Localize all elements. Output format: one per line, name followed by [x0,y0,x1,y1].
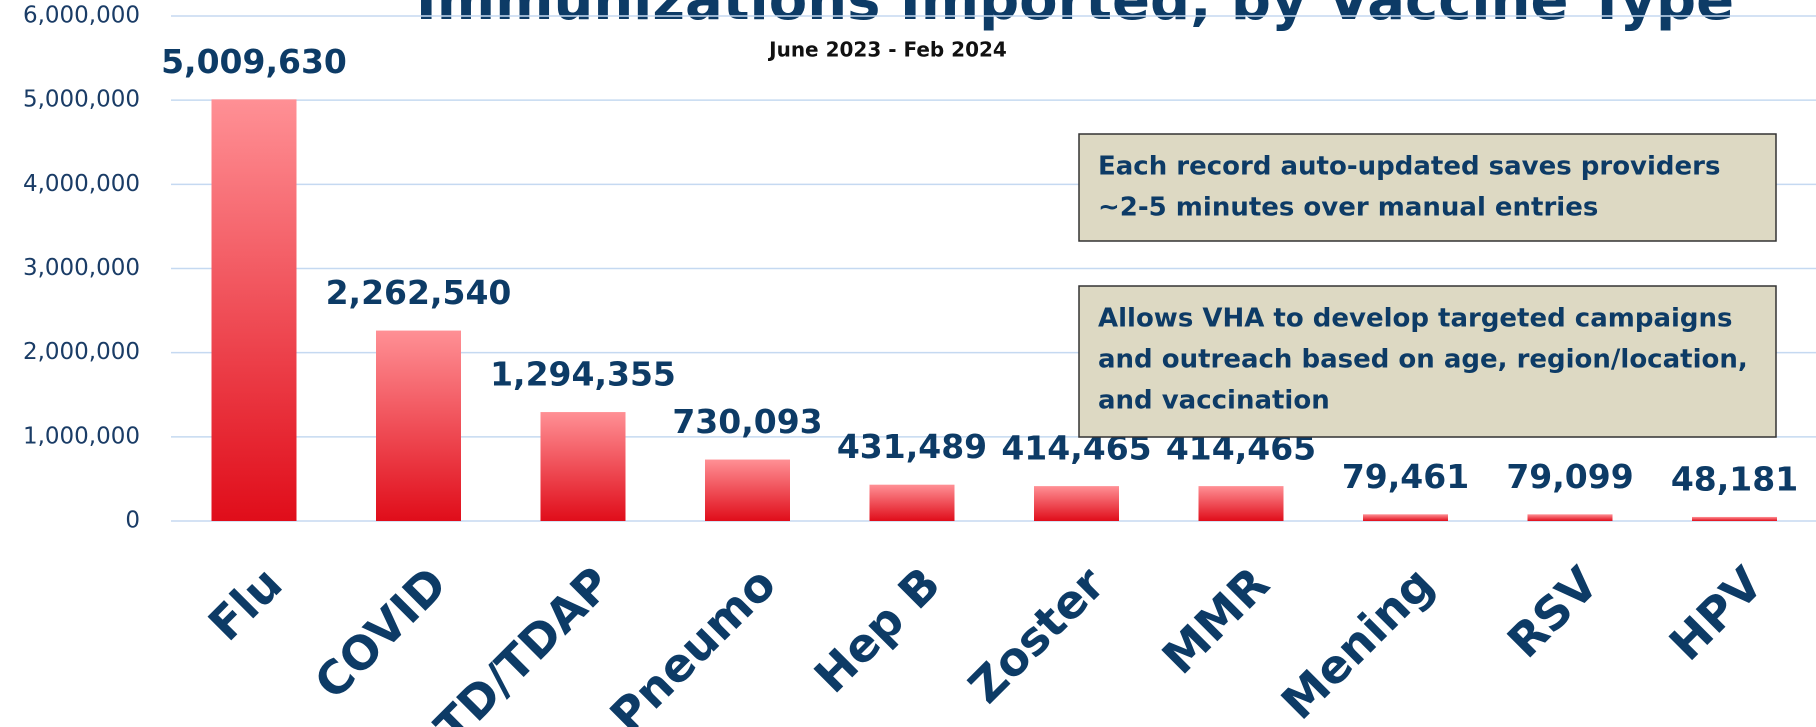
x-tick-label: Pneumo [599,556,786,727]
x-tick-label: Mening [1271,556,1444,727]
x-tick-label: RSV [1497,556,1609,668]
y-tick-label: 2,000,000 [23,339,140,365]
bar [1527,514,1613,521]
x-tick-label: MMR [1152,556,1280,684]
value-label: 2,262,540 [326,273,512,312]
annotation-text: Each record auto-updated saves providers [1098,152,1720,182]
x-tick-label: Hep B [804,556,951,703]
value-label: 5,009,630 [161,42,347,81]
value-label: 730,093 [672,402,822,441]
annotation-box [1078,133,1777,242]
value-label: 79,461 [1342,457,1469,496]
annotation-text: Allows VHA to develop targeted campaigns [1098,304,1733,334]
y-tick-label: 0 [125,508,140,534]
value-label: 48,181 [1671,459,1798,498]
chart-subtitle: June 2023 - Feb 2024 [767,38,1007,62]
bar [1363,514,1448,521]
x-tick-label: Zoster [958,556,1115,713]
y-tick-label: 6,000,000 [23,3,140,29]
bar [869,484,955,521]
y-tick-label: 4,000,000 [23,171,140,197]
value-label: 431,489 [837,427,987,466]
x-tick-label: HPV [1659,556,1774,671]
annotation-text: ~2-5 minutes over manual entries [1098,193,1598,223]
y-tick-label: 5,000,000 [23,87,140,113]
bar [540,412,626,521]
x-tick-label: Flu [198,556,293,651]
bar [211,99,297,521]
annotation-text: and outreach based on age, region/locati… [1098,345,1748,375]
bar [376,330,461,521]
bar [1198,486,1284,521]
value-label: 1,294,355 [490,355,676,394]
y-tick-label: 1,000,000 [23,423,140,449]
value-label: 79,099 [1506,457,1633,496]
bar [1034,486,1119,521]
x-tick-label: COVID [304,556,457,709]
y-tick-label: 3,000,000 [23,255,140,281]
bar [1692,516,1777,521]
annotation-box [1078,285,1777,438]
x-tick-label: TD/TDAP [424,556,621,727]
bar [705,459,790,521]
annotation-text: and vaccination [1098,386,1330,416]
